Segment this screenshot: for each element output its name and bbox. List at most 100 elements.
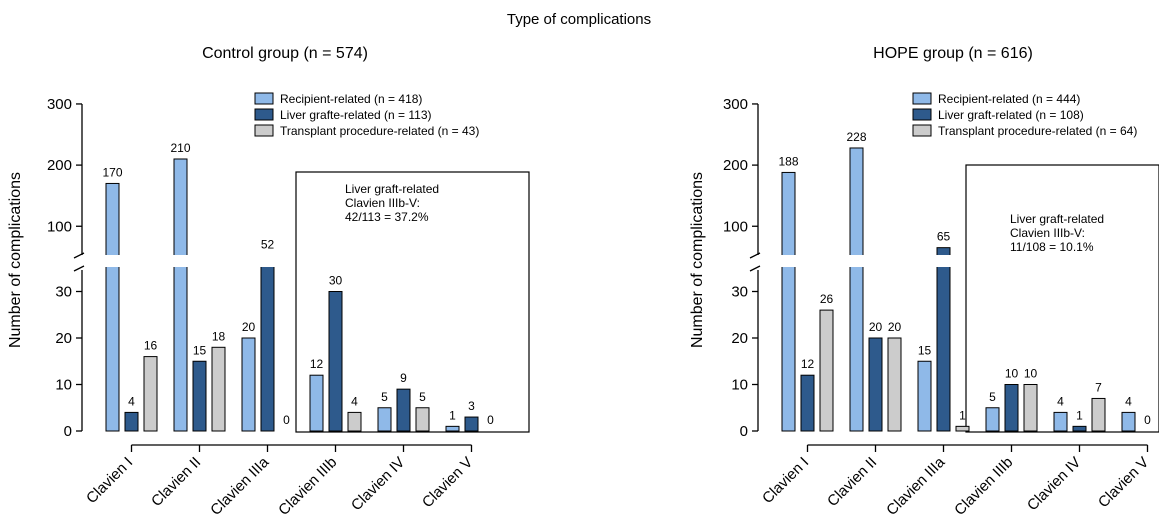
y-tick-label: 0 <box>740 423 748 440</box>
bar <box>143 356 158 432</box>
legend-swatch <box>912 92 932 105</box>
bar <box>445 425 460 432</box>
bar <box>868 337 883 432</box>
axis-break-mark <box>73 265 85 272</box>
bar <box>173 158 188 432</box>
data-label: 170 <box>102 165 122 179</box>
bar <box>377 407 392 432</box>
legend-swatch <box>254 92 274 105</box>
y-tick-label: 20 <box>55 330 72 347</box>
y-tick-label: 300 <box>47 96 72 113</box>
figure-title: Type of complications <box>507 11 651 28</box>
legend-label: Transplant procedure-related (n = 64) <box>938 124 1137 138</box>
y-tick-label: 0 <box>64 423 72 440</box>
bar <box>849 147 864 432</box>
data-label: 188 <box>778 154 798 168</box>
annotation-box <box>965 164 1159 433</box>
data-label: 52 <box>261 238 275 252</box>
y-tick-label: 100 <box>723 218 748 235</box>
bar <box>105 182 120 432</box>
y-tick-label: 200 <box>723 157 748 174</box>
data-label: 3 <box>468 399 475 413</box>
data-label: 1 <box>959 408 966 422</box>
data-label: 5 <box>989 390 996 404</box>
annotation-text: Clavien IIIb-V: <box>1010 226 1085 240</box>
axis-break-mark <box>749 252 761 259</box>
panel-title: HOPE group (n = 616) <box>873 45 1033 62</box>
bar <box>241 337 256 432</box>
data-label: 228 <box>846 130 866 144</box>
data-label: 16 <box>144 339 158 353</box>
legend-label: Recipient-related (n = 418) <box>280 92 422 106</box>
bar <box>800 374 815 432</box>
y-tick-label: 30 <box>55 284 72 301</box>
data-label: 20 <box>869 320 883 334</box>
legend-swatch <box>254 124 274 137</box>
x-tick-label: Clavien IIIb <box>275 454 340 519</box>
bar <box>887 337 902 432</box>
data-label: 12 <box>310 357 324 371</box>
bar <box>819 309 834 432</box>
bar <box>415 407 430 432</box>
data-label: 26 <box>820 292 834 306</box>
bar <box>917 360 932 432</box>
bar-break-gap <box>172 255 189 267</box>
legend-label: Liver grafte-related (n = 113) <box>280 108 432 122</box>
y-tick-label: 200 <box>47 157 72 174</box>
bar <box>309 374 324 432</box>
bar-break-gap <box>104 255 121 267</box>
y-tick-label: 300 <box>723 96 748 113</box>
bar <box>1053 411 1068 432</box>
bar <box>192 360 207 432</box>
axis-break-mark <box>749 265 761 272</box>
bar <box>936 247 951 432</box>
bar <box>781 171 796 432</box>
data-label: 1 <box>449 408 456 422</box>
bar <box>1023 384 1038 432</box>
data-label: 0 <box>487 413 494 427</box>
y-axis-label: Number of complications <box>7 172 24 348</box>
legend-swatch <box>254 108 274 121</box>
bar-break-gap <box>935 255 952 267</box>
bar <box>347 411 362 432</box>
x-tick-label: Clavien IIIb <box>951 454 1016 519</box>
y-tick-label: 20 <box>731 330 748 347</box>
data-label: 20 <box>888 320 902 334</box>
chart-panel-1: Control group (n = 574) Number of complic… <box>7 45 530 519</box>
annotation-text: Liver graft-related <box>1010 212 1104 226</box>
data-label: 1 <box>1076 408 1083 422</box>
legend-label: Transplant procedure-related (n = 43) <box>280 124 479 138</box>
data-label: 9 <box>400 371 407 385</box>
data-label: 4 <box>1125 394 1132 408</box>
data-label: 30 <box>329 274 343 288</box>
data-label: 4 <box>128 394 135 408</box>
legend-swatch <box>912 124 932 137</box>
bar <box>396 388 411 432</box>
bar <box>955 425 970 432</box>
annotation-text: 42/113 = 37.2% <box>345 210 429 224</box>
data-label: 10 <box>1024 367 1038 381</box>
data-label: 4 <box>351 394 358 408</box>
bar <box>1004 384 1019 432</box>
x-tick-label: Clavien IIIa <box>883 453 949 519</box>
bar <box>1091 397 1106 432</box>
data-label: 15 <box>918 343 932 357</box>
bar <box>328 291 343 432</box>
annotation-text: 11/108 = 10.1% <box>1010 240 1094 254</box>
x-tick-label: Clavien IV <box>1024 454 1084 514</box>
annotation-text: Liver graft-related <box>345 182 439 196</box>
bar <box>464 416 479 432</box>
bar <box>1121 411 1136 432</box>
y-tick-label: 30 <box>731 284 748 301</box>
legend-label: Liver graft-related (n = 108) <box>938 108 1084 122</box>
bar <box>985 407 1000 432</box>
data-label: 7 <box>1095 380 1102 394</box>
x-tick-label: Clavien I <box>83 454 136 507</box>
panel-title: Control group (n = 574) <box>202 45 368 62</box>
data-label: 15 <box>193 343 207 357</box>
x-tick-label: Clavien II <box>824 454 880 510</box>
data-label: 18 <box>212 329 226 343</box>
data-label: 0 <box>1144 413 1151 427</box>
x-tick-label: Clavien IIIa <box>207 453 273 519</box>
